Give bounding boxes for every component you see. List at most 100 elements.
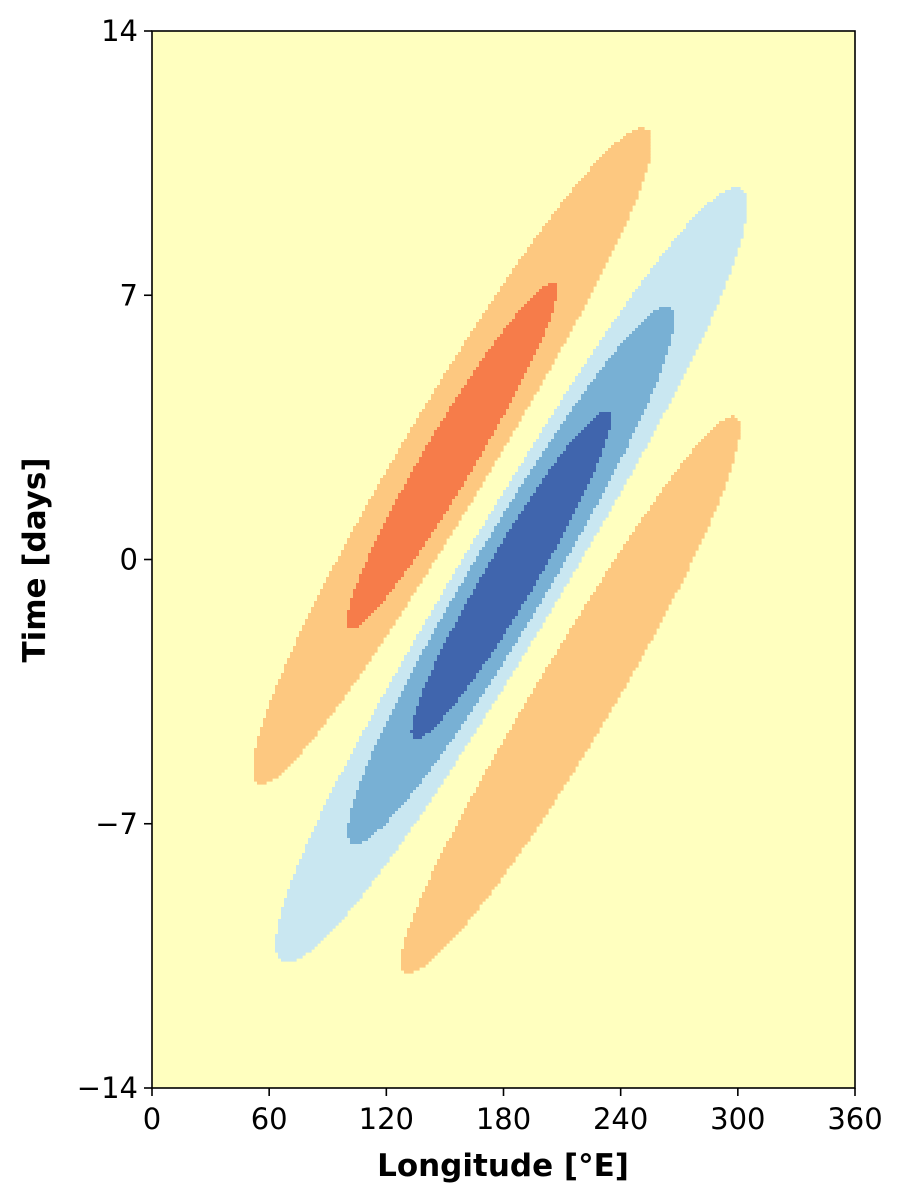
contour-cell [467, 574, 483, 578]
contour-cell [473, 370, 528, 374]
contour-cell [494, 526, 513, 530]
contour-cell [599, 502, 615, 506]
contour-cell [452, 598, 468, 602]
contour-cell [476, 460, 495, 464]
contour-cell [548, 442, 570, 446]
contour-cell [473, 373, 525, 377]
contour-cell [449, 709, 474, 713]
contour-cell [440, 619, 459, 623]
contour-cell [413, 640, 429, 644]
contour-cell [350, 601, 384, 605]
contour-cell [494, 430, 513, 434]
contour-cell [518, 517, 573, 521]
contour-cell [404, 487, 462, 491]
contour-cell [410, 427, 438, 431]
contour-cell [476, 322, 510, 326]
contour-cell [419, 460, 477, 464]
contour-cell [353, 805, 402, 809]
contour-cell [521, 709, 612, 713]
contour-cell [404, 970, 414, 974]
contour-cell [518, 613, 534, 617]
contour-cell [542, 226, 624, 230]
contour-cell [419, 658, 438, 662]
contour-cell [461, 727, 477, 731]
contour-cell [587, 487, 606, 491]
contour-cell [602, 496, 618, 500]
contour-cell [422, 691, 465, 695]
contour-cell [362, 841, 402, 845]
contour-cell [419, 904, 480, 908]
contour-cell [419, 550, 441, 554]
contour-cell [524, 376, 546, 380]
contour-cell [326, 577, 360, 581]
contour-cell [458, 589, 474, 593]
contour-cell [500, 289, 540, 293]
contour-cell [539, 436, 555, 440]
contour-cell [392, 712, 417, 716]
contour-cell [410, 922, 468, 926]
contour-cell [269, 706, 336, 710]
contour-cell [491, 301, 528, 305]
contour-cell [671, 340, 702, 344]
contour-cell [560, 424, 588, 428]
contour-cell [611, 412, 645, 416]
contour-cell [617, 346, 669, 350]
contour-cell [431, 673, 477, 677]
contour-cell [299, 862, 387, 866]
contour-cell [512, 268, 603, 272]
contour-cell [545, 448, 567, 452]
contour-cell [461, 583, 477, 587]
contour-cell [575, 511, 594, 515]
contour-cell [371, 496, 399, 500]
contour-cell [599, 343, 621, 347]
contour-cell [611, 325, 639, 329]
contour-cell [542, 286, 558, 290]
contour-cell [284, 898, 360, 902]
contour-cell [680, 232, 744, 236]
contour-cell [614, 559, 693, 563]
contour-cell [557, 574, 573, 578]
contour-cell [425, 448, 486, 452]
contour-cell [617, 316, 648, 320]
contour-cell [476, 586, 534, 590]
contour-cell [524, 706, 612, 710]
contour-cell [716, 424, 741, 428]
contour-cell [620, 457, 639, 461]
contour-cell [347, 619, 366, 623]
contour-cell [485, 310, 519, 314]
contour-cell [611, 562, 690, 566]
contour-cell [347, 541, 375, 545]
contour-cell [359, 577, 402, 581]
contour-cell [515, 718, 606, 722]
contour-cell [425, 544, 444, 548]
contour-cell [488, 562, 549, 566]
contour-cell [440, 754, 459, 758]
contour-cell [551, 553, 570, 557]
contour-cell [437, 862, 513, 866]
contour-cell [422, 892, 492, 896]
contour-cell [548, 418, 567, 422]
contour-cell [557, 295, 591, 299]
contour-cell [530, 244, 615, 248]
contour-cell [479, 550, 498, 554]
contour-cell [578, 400, 651, 404]
contour-cell [629, 538, 702, 542]
contour-cell [497, 751, 585, 755]
contour-cell [488, 517, 501, 521]
contour-cell [527, 451, 543, 455]
contour-cell [320, 592, 354, 596]
contour-cell [446, 637, 504, 641]
contour-cell [383, 694, 402, 698]
y-tick-label: 14 [101, 14, 138, 48]
contour-cell [536, 490, 585, 494]
contour-cell [623, 454, 642, 458]
contour-cell [398, 580, 423, 584]
contour-cell [278, 931, 330, 935]
contour-cell [650, 313, 675, 317]
contour-cell [356, 523, 384, 527]
contour-cell [536, 487, 588, 491]
contour-cell [317, 598, 351, 602]
contour-cell [431, 670, 480, 674]
contour-cell [536, 352, 558, 356]
contour-cell [509, 481, 525, 485]
